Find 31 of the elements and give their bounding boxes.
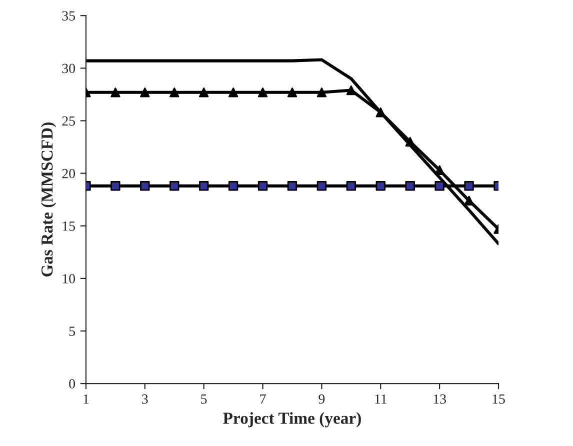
- y-tick-label: 25: [62, 116, 75, 126]
- x-tick-label: 9: [318, 394, 325, 404]
- line-series: [86, 58, 499, 246]
- point: [169, 87, 180, 98]
- x-tick-label: 7: [260, 394, 266, 404]
- point: [316, 87, 327, 98]
- y-tick-label: 30: [62, 64, 76, 74]
- point: [405, 136, 415, 147]
- y-tick-label: 10: [62, 274, 76, 284]
- point: [434, 165, 444, 176]
- y-tick-label: 15: [62, 222, 75, 231]
- x-tick-label: 13: [434, 394, 446, 404]
- point: [346, 85, 356, 96]
- x-tick-label: 15: [492, 394, 505, 404]
- y-tick-label: 0: [69, 379, 76, 389]
- x-tick-label: 5: [201, 394, 207, 404]
- x-tick-label: 1: [84, 394, 89, 404]
- point: [140, 87, 150, 98]
- point: [198, 87, 209, 98]
- y-tick-label: 5: [69, 326, 75, 336]
- x-tick-label: 3: [142, 394, 148, 404]
- point: [287, 87, 298, 98]
- y-tick-label: 20: [62, 168, 76, 178]
- point: [228, 87, 238, 98]
- point: [258, 87, 268, 98]
- point: [110, 87, 120, 98]
- y-tick-label: 35: [62, 11, 75, 21]
- x-tick-label: 11: [375, 394, 386, 404]
- point: [464, 196, 474, 206]
- y-axis-title: Gas Rate (MMSCFD): [40, 122, 56, 277]
- x-axis-title: Project Time (year): [223, 412, 361, 428]
